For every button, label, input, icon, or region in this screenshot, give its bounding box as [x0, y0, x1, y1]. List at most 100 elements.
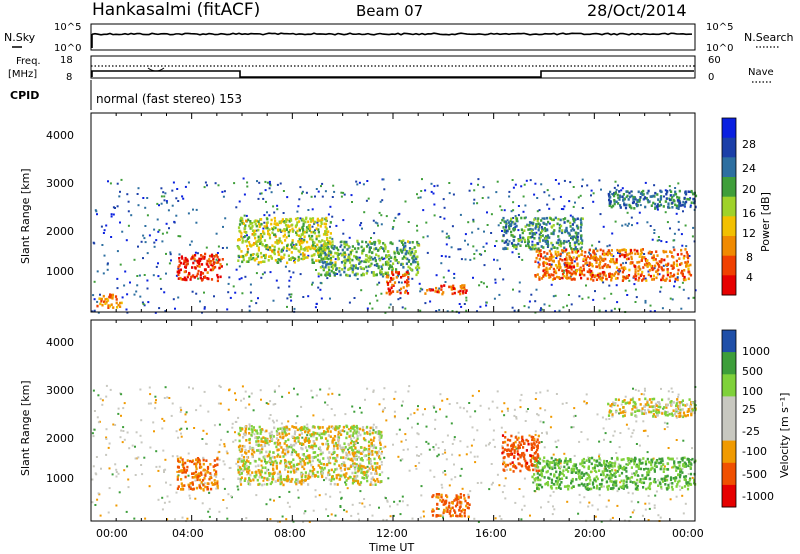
range-cell [183, 468, 186, 472]
range-cell [400, 281, 403, 284]
range-cell [613, 274, 616, 277]
range-cell [366, 479, 369, 483]
range-cell [315, 227, 318, 231]
range-cell [571, 227, 574, 230]
range-cell [565, 256, 568, 259]
range-cell [672, 255, 675, 259]
range-cell [406, 269, 409, 273]
range-cell [277, 286, 280, 289]
range-cell [376, 283, 379, 286]
range-cell [374, 446, 378, 450]
range-cell [472, 220, 475, 223]
range-cell [379, 443, 382, 446]
range-cell [496, 473, 499, 476]
range-cell [330, 258, 333, 262]
range-cell [330, 408, 333, 410]
range-cell [393, 415, 396, 418]
range-cell [454, 476, 457, 479]
range-cell [179, 488, 183, 491]
range-cell [252, 409, 255, 412]
range-cell [213, 474, 216, 477]
range-cell [464, 233, 467, 236]
range-cell [253, 233, 256, 237]
range-cell [248, 441, 251, 445]
range-cell [271, 455, 274, 459]
range-cell [462, 290, 465, 293]
range-cell [527, 228, 530, 231]
range-cell [661, 468, 664, 471]
range-cell [194, 497, 197, 500]
range-cell [508, 227, 511, 231]
range-cell [655, 270, 658, 273]
range-cell [265, 439, 268, 442]
range-cell [520, 240, 523, 243]
range-cell [390, 265, 393, 268]
range-cell [521, 508, 523, 511]
range-cell [268, 228, 271, 231]
range-cell [684, 261, 687, 264]
range-cell [419, 290, 422, 293]
range-cell [543, 227, 546, 230]
range-cell [237, 254, 240, 258]
range-cell [575, 269, 578, 273]
range-cell [313, 231, 317, 235]
range-cell [426, 289, 429, 292]
range-cell [116, 306, 119, 309]
range-cell [305, 229, 308, 232]
range-cell [532, 481, 535, 484]
range-cell [362, 183, 365, 186]
range-cell [320, 221, 323, 224]
range-cell [343, 255, 346, 259]
range-cell [417, 405, 419, 408]
cpid-label: CPID [10, 89, 39, 102]
range-cell [651, 268, 654, 272]
range-cell [246, 250, 249, 254]
range-cell [367, 257, 370, 260]
range-cell [678, 189, 681, 193]
range-cell [255, 473, 258, 477]
range-cell [241, 292, 244, 295]
range-cell [327, 230, 330, 233]
range-cell [241, 239, 244, 243]
range-cell [353, 466, 357, 469]
range-cell [241, 219, 244, 223]
range-cell [673, 285, 676, 288]
range-cell [552, 453, 555, 456]
range-cell [105, 438, 108, 440]
range-cell [239, 466, 242, 469]
range-cell [528, 300, 531, 303]
range-cell [195, 259, 198, 263]
range-cell [625, 423, 628, 426]
range-cell [645, 263, 648, 267]
range-cell [675, 204, 679, 208]
range-cell [297, 220, 301, 223]
range-cell [638, 444, 641, 447]
range-cell [127, 224, 130, 227]
range-cell [636, 204, 639, 208]
range-cell [416, 454, 418, 457]
range-cell [239, 447, 242, 451]
range-cell [317, 272, 320, 276]
range-cell [99, 302, 102, 306]
range-cell [264, 255, 267, 259]
range-cell [293, 432, 296, 436]
range-cell [372, 390, 375, 393]
range-cell [279, 459, 283, 463]
range-cell [585, 402, 588, 404]
range-cell [453, 272, 456, 275]
range-cell [335, 476, 338, 480]
range-cell [352, 454, 355, 458]
range-cell [158, 307, 161, 310]
range-cell [235, 398, 237, 401]
range-cell [663, 258, 666, 262]
range-cell [323, 260, 326, 264]
range-cell [480, 281, 483, 284]
range-cell [301, 447, 304, 451]
range-cell [638, 268, 642, 271]
range-cell [574, 414, 577, 417]
range-cell [467, 221, 470, 224]
range-cell [199, 300, 201, 303]
range-cell [320, 273, 323, 277]
range-cell [544, 240, 547, 243]
range-cell [685, 263, 688, 266]
